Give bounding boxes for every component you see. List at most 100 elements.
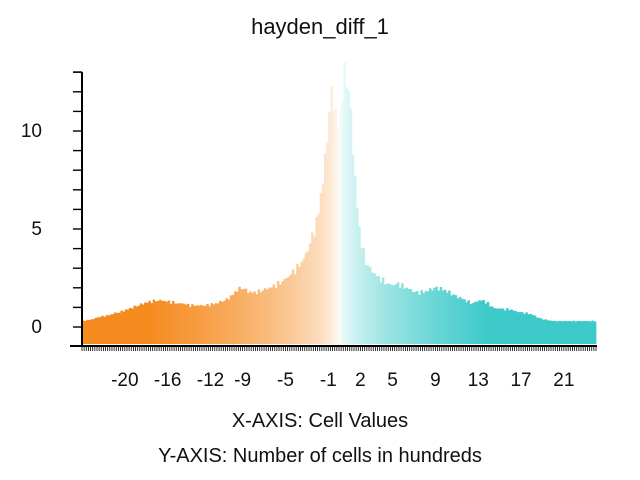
histogram-bar	[538, 317, 541, 344]
histogram-bar	[244, 288, 248, 344]
x-tick-labels: -20 -16 -12 -9 -5 -1 2 5 9 13 17 21	[111, 370, 574, 391]
histogram-bar	[467, 300, 470, 344]
histogram-bar	[279, 284, 282, 344]
histogram-bar	[418, 294, 421, 344]
histogram-bar	[152, 299, 156, 344]
histogram-bar	[578, 321, 582, 344]
x-tick-label: 5	[387, 370, 398, 391]
histogram-bar	[251, 292, 254, 344]
histogram-bar	[219, 300, 222, 344]
histogram-bar	[394, 284, 398, 344]
histogram-bar	[336, 129, 340, 344]
histogram-bar	[240, 289, 243, 344]
histogram-bars	[82, 62, 597, 345]
histogram-bar	[486, 301, 490, 344]
histogram-bar	[364, 265, 368, 344]
x-tick-label: -1	[320, 370, 337, 391]
histogram-bar	[180, 303, 184, 344]
histogram-bar	[334, 107, 338, 345]
histogram-bar	[585, 321, 588, 344]
histogram-bar	[319, 192, 323, 344]
histogram-bar	[368, 267, 372, 344]
histogram-bar	[268, 287, 271, 344]
histogram-bar	[437, 290, 441, 344]
histogram-bar	[540, 318, 543, 344]
histogram-bar	[201, 305, 205, 344]
histogram-bar	[330, 86, 333, 345]
histogram-bar	[356, 207, 359, 344]
histogram-bar	[420, 290, 423, 344]
histogram-bar	[274, 288, 278, 344]
histogram-bar	[416, 291, 419, 344]
histogram-bar	[163, 300, 166, 344]
histogram-bar	[411, 292, 415, 344]
histogram-bar	[446, 292, 449, 344]
histogram-bar	[493, 308, 496, 344]
histogram-bar	[124, 309, 128, 344]
histogram-bar	[82, 320, 85, 344]
chart-title: hayden_diff_1	[251, 14, 389, 39]
x-tick-label: -12	[197, 370, 224, 391]
histogram-bar	[94, 317, 98, 344]
histogram-bar	[206, 303, 209, 344]
histogram-bar	[450, 295, 453, 344]
histogram-bar	[229, 295, 233, 344]
histogram-bar	[358, 226, 361, 344]
histogram-bar	[392, 285, 396, 344]
histogram-bar	[300, 262, 303, 344]
y-tick-label: 5	[31, 219, 42, 240]
histogram-bar	[512, 310, 515, 344]
histogram-bar	[536, 317, 539, 344]
histogram-bar	[111, 314, 115, 344]
y-tick-label: 0	[31, 317, 42, 338]
histogram-bar	[431, 290, 434, 344]
histogram-bar	[324, 153, 327, 344]
histogram-bar	[591, 320, 595, 344]
histogram-bar	[146, 302, 149, 344]
histogram-bar	[349, 108, 353, 344]
histogram-bar	[407, 288, 411, 344]
histogram-bar	[566, 321, 569, 344]
histogram-bar	[214, 303, 218, 344]
histogram-bar	[548, 320, 552, 344]
histogram-bar	[294, 274, 297, 344]
histogram-bar	[264, 288, 267, 344]
histogram-bar	[413, 291, 417, 344]
histogram-bar	[289, 274, 293, 344]
histogram-bar	[86, 319, 89, 344]
x-tick-label: 2	[355, 370, 366, 391]
y-tick-label: 10	[21, 121, 42, 142]
histogram-bar	[525, 312, 528, 344]
histogram-bar	[529, 313, 533, 344]
histogram-bar	[182, 303, 186, 344]
histogram-bar	[204, 305, 207, 344]
histogram-bar	[159, 299, 162, 344]
histogram-bar	[176, 303, 179, 344]
histogram-bar	[501, 308, 505, 344]
histogram-bar	[266, 289, 269, 344]
histogram-bar	[508, 310, 511, 344]
histogram-bar	[396, 282, 400, 344]
histogram-bar	[491, 306, 494, 344]
histogram-bar	[574, 321, 578, 344]
histogram-bar	[476, 301, 479, 344]
histogram-bar	[497, 308, 500, 344]
histogram-bar	[227, 299, 231, 344]
histogram-bar	[463, 299, 466, 344]
histogram-bar	[572, 320, 575, 344]
histogram-bar	[555, 321, 558, 344]
histogram-bar	[366, 265, 370, 344]
histogram-bar	[114, 312, 117, 344]
histogram-bar	[287, 276, 291, 344]
histogram-bar	[570, 321, 573, 344]
histogram-bar	[409, 289, 413, 344]
histogram-bar	[109, 314, 113, 344]
histogram-bar	[193, 305, 196, 344]
histogram-bar	[298, 267, 301, 344]
histogram-bar	[448, 290, 451, 344]
histogram-bar	[523, 313, 526, 344]
histogram-bar	[129, 307, 132, 344]
histogram-bar	[189, 307, 192, 344]
histogram-bar	[291, 269, 295, 344]
histogram-bar	[216, 303, 220, 344]
